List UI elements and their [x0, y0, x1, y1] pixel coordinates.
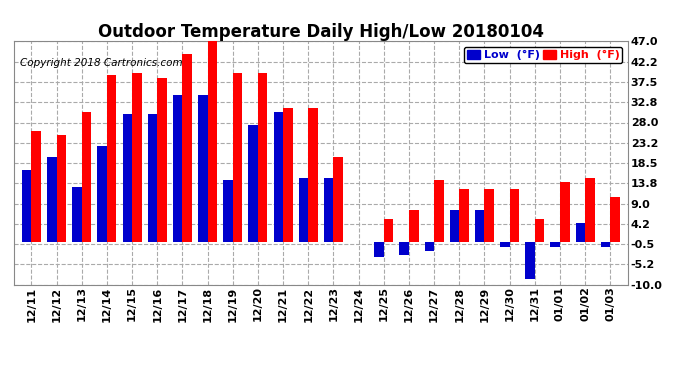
- Bar: [283, 108, 293, 242]
- Bar: [551, 242, 560, 246]
- Bar: [173, 95, 182, 242]
- Title: Outdoor Temperature Daily High/Low 20180104: Outdoor Temperature Daily High/Low 20180…: [98, 23, 544, 41]
- Bar: [208, 39, 217, 242]
- Bar: [484, 189, 494, 242]
- Bar: [299, 178, 308, 242]
- Bar: [223, 180, 233, 242]
- Text: Copyright 2018 Cartronics.com: Copyright 2018 Cartronics.com: [20, 58, 183, 68]
- Bar: [72, 187, 81, 242]
- Bar: [525, 242, 535, 279]
- Bar: [400, 242, 409, 255]
- Bar: [601, 242, 610, 246]
- Bar: [560, 182, 569, 242]
- Bar: [374, 242, 384, 257]
- Bar: [324, 178, 333, 242]
- Bar: [248, 124, 258, 242]
- Bar: [132, 74, 141, 242]
- Bar: [22, 170, 32, 242]
- Bar: [157, 78, 167, 242]
- Bar: [107, 75, 117, 242]
- Bar: [384, 219, 393, 242]
- Bar: [333, 157, 343, 242]
- Bar: [535, 219, 544, 242]
- Bar: [450, 210, 460, 242]
- Bar: [475, 210, 484, 242]
- Bar: [585, 178, 595, 242]
- Bar: [32, 131, 41, 242]
- Bar: [47, 157, 57, 242]
- Bar: [258, 74, 268, 242]
- Bar: [273, 112, 283, 242]
- Bar: [123, 114, 132, 242]
- Bar: [424, 242, 434, 251]
- Bar: [575, 223, 585, 242]
- Bar: [97, 146, 107, 242]
- Bar: [198, 95, 208, 242]
- Bar: [500, 242, 510, 246]
- Legend: Low  (°F), High  (°F): Low (°F), High (°F): [464, 47, 622, 63]
- Bar: [182, 54, 192, 242]
- Bar: [610, 197, 620, 242]
- Bar: [81, 112, 91, 242]
- Bar: [460, 189, 469, 242]
- Bar: [308, 108, 318, 242]
- Bar: [233, 74, 242, 242]
- Bar: [434, 180, 444, 242]
- Bar: [148, 114, 157, 242]
- Bar: [510, 189, 519, 242]
- Bar: [57, 135, 66, 242]
- Bar: [409, 210, 419, 242]
